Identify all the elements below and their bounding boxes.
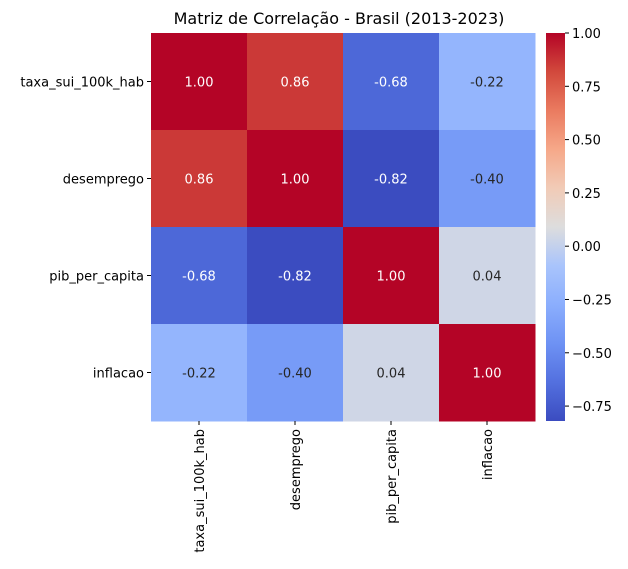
cell-value-label: 0.86: [281, 76, 310, 91]
heatmap-cell: [439, 33, 536, 131]
cell-value-label: 1.00: [377, 270, 406, 285]
heatmap-cell: [439, 130, 536, 228]
colorbar: 1.00 0.75 0.50 0.25 0.00 −0.25 −0.50 −0.75: [546, 27, 612, 421]
heatmap-cell: [439, 227, 536, 325]
colorbar-tick-label: −0.25: [572, 293, 612, 308]
colorbar-tick-label: 1.00: [572, 27, 601, 42]
heatmap-cell: [343, 130, 440, 228]
cell-value-label: 0.04: [473, 270, 502, 285]
y-axis-tick-label: desemprego: [63, 173, 144, 188]
cell-value-label: -0.68: [182, 270, 216, 285]
colorbar-tick-label: 0.00: [572, 240, 601, 255]
x-axis-tick-label: inflacao: [481, 429, 496, 480]
cell-value-label: -0.82: [374, 173, 408, 188]
cell-value-label: 1.00: [281, 173, 310, 188]
cell-value-label: 1.00: [185, 76, 214, 91]
heatmap-cell: [343, 33, 440, 131]
cell-value-label: 0.04: [377, 367, 406, 382]
heatmap-cell: [343, 324, 440, 422]
colorbar-tick-label: −0.75: [572, 400, 612, 415]
x-axis-tick-label: desemprego: [289, 429, 304, 510]
heatmap-cell: [247, 324, 344, 422]
cell-value-label: -0.22: [182, 367, 216, 382]
heatmap-cell: [247, 227, 344, 325]
x-axis-tick-labels: taxa_sui_100k_hab desemprego pib_per_capit…: [193, 421, 496, 553]
cell-value-label: -0.40: [278, 367, 312, 382]
heatmap-cell: [151, 130, 248, 228]
cell-value-label: -0.68: [374, 76, 408, 91]
heatmap-cell: [439, 324, 536, 422]
heatmap-cell: [151, 324, 248, 422]
y-axis-tick-label: taxa_sui_100k_hab: [20, 76, 144, 91]
x-axis-tick-label: taxa_sui_100k_hab: [193, 429, 208, 553]
colorbar-tick-label: 0.25: [572, 187, 601, 202]
cell-value-label: -0.40: [470, 173, 504, 188]
cell-value-label: 1.00: [473, 367, 502, 382]
heatmap-cell: [151, 33, 248, 131]
colorbar-gradient: [546, 33, 565, 421]
chart-title: Matriz de Correlação - Brasil (2013-2023…: [174, 9, 505, 28]
cell-value-label: -0.82: [278, 270, 312, 285]
colorbar-tick-label: 0.50: [572, 134, 601, 149]
y-axis-tick-label: pib_per_capita: [49, 270, 144, 285]
heatmap-cell: [151, 227, 248, 325]
colorbar-tick-label: 0.75: [572, 80, 601, 95]
cell-value-label: -0.22: [470, 76, 504, 91]
colorbar-tick-label: −0.50: [572, 347, 612, 362]
heatmap-cell: [247, 33, 344, 131]
y-axis-tick-label: inflacao: [93, 367, 144, 382]
heatmap-cell: [247, 130, 344, 228]
y-axis-tick-labels: taxa_sui_100k_hab desemprego pib_per_capit…: [20, 76, 151, 382]
cell-value-label: 0.86: [185, 173, 214, 188]
heatmap-cell: [343, 227, 440, 325]
x-axis-tick-label: pib_per_capita: [385, 429, 400, 524]
heatmap-cells: 1.00 0.86 -0.68 -0.22 0.86 1.00 -0.82 -0.40 -0.6…: [151, 33, 536, 422]
